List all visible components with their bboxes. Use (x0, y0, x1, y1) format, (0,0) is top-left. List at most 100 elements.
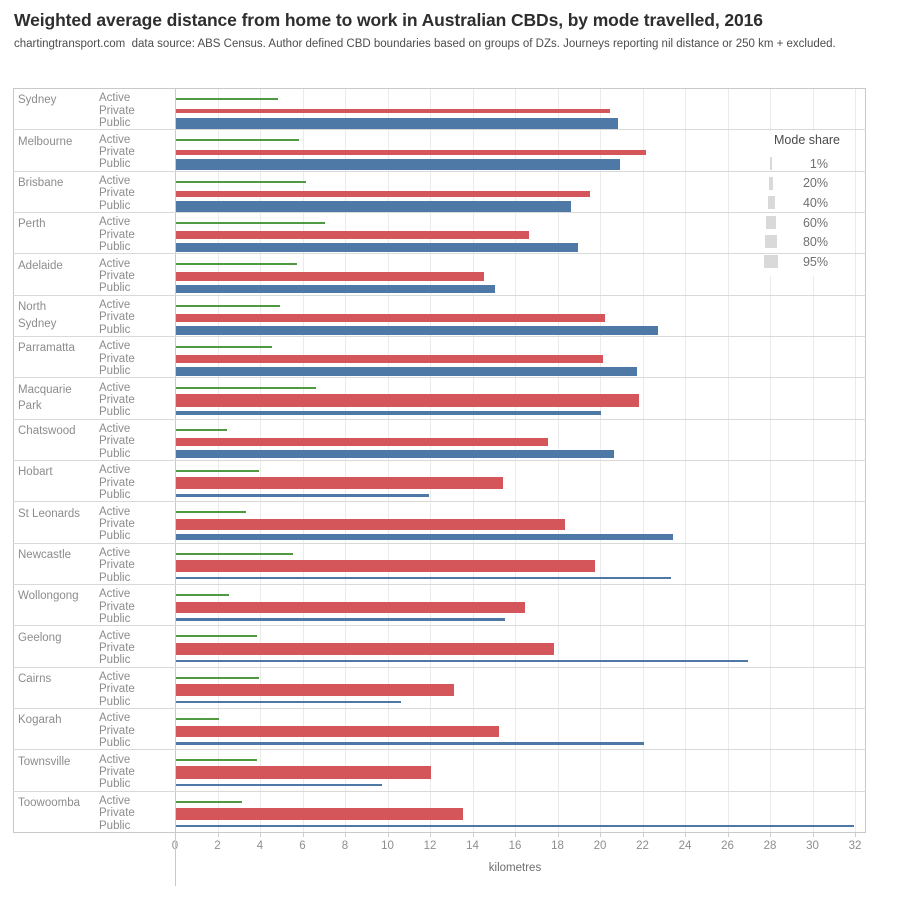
row-separator (13, 501, 866, 503)
mode-label: Public (99, 158, 131, 171)
mode-label: Public (99, 240, 131, 253)
bar-kogarah-active[interactable] (176, 718, 219, 720)
bar-newcastle-active[interactable] (176, 552, 293, 555)
bar-cairns-private[interactable] (176, 683, 455, 697)
bar-st-leonards-public[interactable] (176, 533, 674, 540)
bar-parramatta-active[interactable] (176, 346, 272, 348)
legend-entry-label: 95% (802, 254, 828, 269)
bar-perth-public[interactable] (176, 242, 578, 253)
bar-wollongong-public[interactable] (176, 618, 506, 622)
legend-swatch (769, 176, 773, 190)
x-tick (855, 832, 856, 837)
bar-adelaide-active[interactable] (176, 263, 298, 266)
bar-melbourne-public[interactable] (176, 159, 621, 171)
x-tick-label: 14 (466, 840, 479, 852)
bar-toowoomba-public[interactable] (176, 825, 854, 828)
bar-chatswood-private[interactable] (176, 437, 548, 447)
bar-newcastle-public[interactable] (176, 577, 672, 580)
bar-sydney-active[interactable] (176, 97, 278, 101)
bar-geelong-public[interactable] (176, 659, 748, 663)
bar-kogarah-private[interactable] (176, 725, 499, 737)
legend-swatch (766, 215, 776, 229)
mode-label: Active (99, 670, 131, 683)
bar-hobart-public[interactable] (176, 494, 429, 497)
mode-label: Active (99, 505, 131, 518)
row-separator (13, 336, 866, 337)
bar-hobart-private[interactable] (176, 477, 504, 490)
mode-label: Active (99, 340, 131, 353)
bar-st-leonards-active[interactable] (176, 511, 247, 514)
x-tick-label: 18 (551, 840, 564, 852)
chart-border-top (13, 88, 866, 89)
bar-north-sydney-private[interactable] (176, 313, 606, 323)
legend-swatch-cell (748, 155, 794, 173)
bar-toowoomba-private[interactable] (176, 807, 463, 821)
mode-label: Private (99, 807, 135, 820)
bar-sydney-private[interactable] (176, 109, 610, 114)
bar-hobart-active[interactable] (176, 469, 259, 473)
city-label: Cairns (18, 672, 52, 685)
legend-swatch-cell (748, 174, 794, 192)
bar-townsville-public[interactable] (176, 783, 383, 787)
x-tick (685, 832, 686, 837)
bar-perth-private[interactable] (176, 231, 529, 240)
bar-kogarah-public[interactable] (176, 741, 644, 746)
mode-label: Private (99, 393, 135, 406)
bar-macquarie-park-active[interactable] (176, 387, 317, 390)
legend-swatch (767, 196, 775, 210)
bar-adelaide-public[interactable] (176, 284, 495, 293)
x-tick-label: 16 (508, 840, 522, 852)
bar-wollongong-private[interactable] (176, 601, 525, 614)
mode-label: Active (99, 216, 131, 229)
bar-parramatta-private[interactable] (176, 355, 604, 364)
mode-label: Private (99, 435, 135, 448)
legend-swatch (764, 255, 778, 269)
bar-north-sydney-public[interactable] (176, 325, 659, 336)
bar-melbourne-private[interactable] (176, 150, 646, 155)
bar-perth-active[interactable] (176, 222, 325, 224)
bar-brisbane-public[interactable] (176, 200, 572, 212)
mode-label: Public (99, 736, 131, 749)
legend-swatch-cell (748, 194, 794, 212)
bar-geelong-private[interactable] (176, 642, 555, 655)
bar-chatswood-public[interactable] (176, 450, 614, 459)
mode-label: Private (99, 517, 135, 530)
bar-wollongong-active[interactable] (176, 593, 230, 597)
bar-melbourne-active[interactable] (176, 139, 300, 142)
bar-newcastle-private[interactable] (176, 559, 595, 573)
x-tick (515, 832, 516, 837)
city-label: Hobart (18, 466, 53, 479)
bar-townsville-active[interactable] (176, 759, 257, 762)
bar-geelong-active[interactable] (176, 635, 257, 638)
x-tick-label: 32 (848, 840, 862, 852)
x-tick (557, 832, 559, 837)
mode-label: Public (99, 530, 131, 543)
bar-brisbane-active[interactable] (176, 180, 306, 183)
legend-title: Mode share (774, 133, 841, 147)
bar-cairns-active[interactable] (176, 676, 259, 679)
mode-label: Private (99, 641, 135, 654)
bar-macquarie-park-private[interactable] (176, 394, 640, 407)
mode-share-legend: Mode share 1% 20% 40% 60% 80% 95% (748, 131, 852, 276)
bar-sydney-public[interactable] (176, 117, 618, 130)
legend-swatch-cell (748, 233, 794, 251)
city-label: North Sydney (18, 300, 57, 330)
bar-north-sydney-active[interactable] (176, 304, 281, 307)
x-tick (217, 832, 219, 837)
legend-entry-label: 1% (809, 156, 828, 171)
bar-cairns-public[interactable] (176, 701, 402, 704)
mode-label: Active (99, 629, 131, 642)
mode-label: Private (99, 724, 135, 737)
bar-parramatta-public[interactable] (176, 367, 638, 376)
bar-st-leonards-private[interactable] (176, 519, 565, 531)
mode-label: Public (99, 571, 131, 584)
x-tick-label: 22 (636, 840, 649, 852)
bar-chatswood-active[interactable] (176, 428, 227, 431)
bar-toowoomba-active[interactable] (176, 800, 242, 803)
city-label: St Leonards (18, 507, 81, 520)
row-separator (13, 666, 866, 668)
bar-townsville-private[interactable] (176, 766, 431, 779)
bar-adelaide-private[interactable] (176, 272, 485, 281)
bar-brisbane-private[interactable] (176, 191, 591, 197)
bar-macquarie-park-public[interactable] (176, 410, 601, 416)
